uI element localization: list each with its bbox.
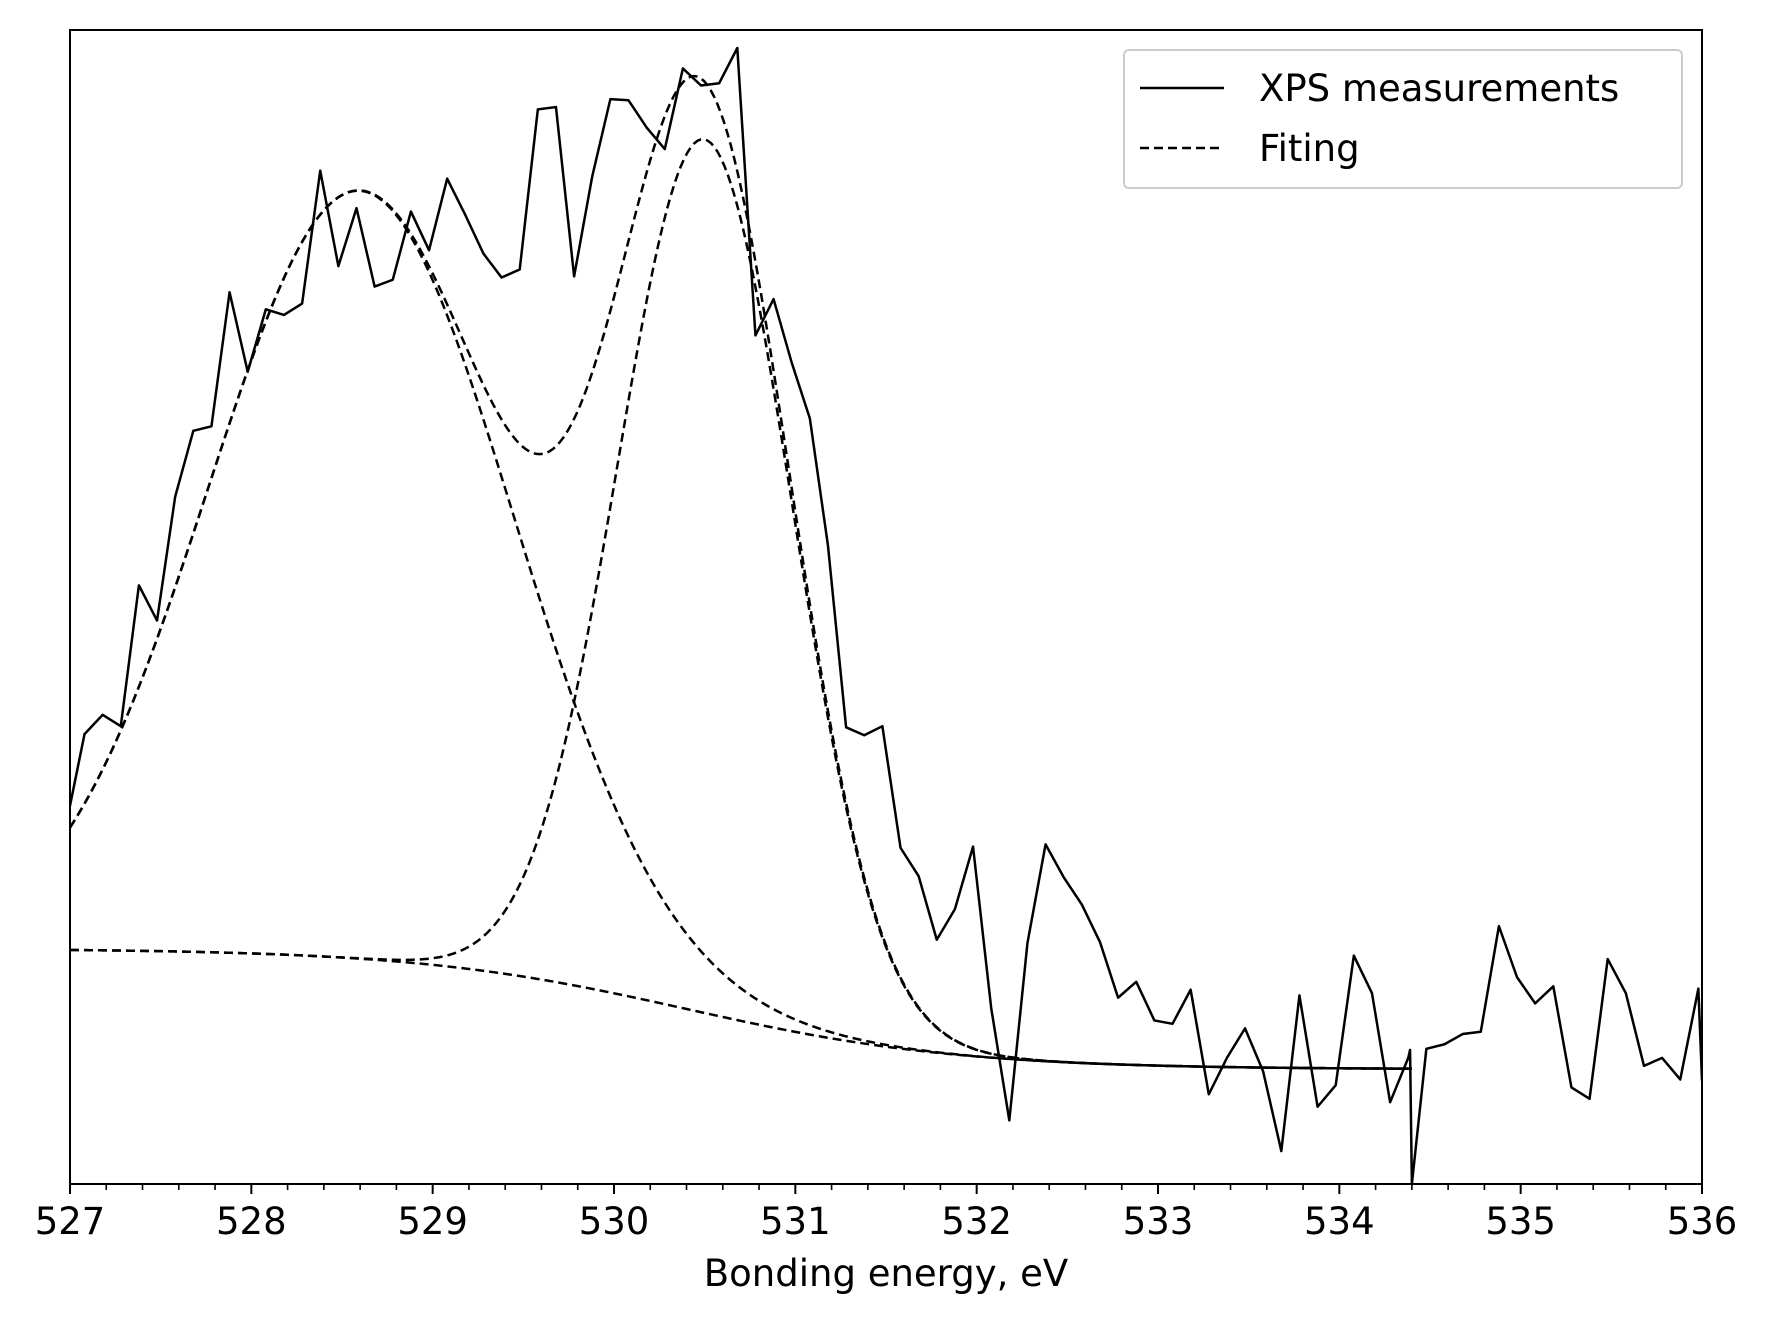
fit-envelope <box>70 74 1412 1070</box>
xps-measurements-line <box>70 46 1702 1184</box>
x-tick-label: 528 <box>216 1200 287 1243</box>
x-tick-label: 531 <box>760 1200 831 1243</box>
axes-frame <box>69 29 1703 1185</box>
x-tick-label: 529 <box>397 1200 468 1243</box>
data-series <box>70 46 1702 1184</box>
x-tick-label: 534 <box>1304 1200 1375 1243</box>
x-axis-ticks: 527 528 529 530 531 532 533 534 535 536 <box>35 1184 1738 1243</box>
legend-box <box>1123 49 1683 189</box>
x-tick-label: 536 <box>1667 1200 1738 1243</box>
fit-peak-1 <box>70 189 1412 1070</box>
fit-curves <box>70 74 1412 1070</box>
x-tick-label: 527 <box>35 1200 106 1243</box>
x-axis-label: Bonding energy, eV <box>704 1252 1068 1295</box>
plot-area <box>70 46 1702 1184</box>
x-tick-label: 532 <box>941 1200 1012 1243</box>
legend-label-xps-measurements: XPS measurements <box>1259 67 1619 110</box>
legend: XPS measurements Fiting <box>1123 49 1683 189</box>
x-tick-label: 535 <box>1485 1200 1556 1243</box>
x-tick-label: 530 <box>579 1200 650 1243</box>
x-tick-label: 533 <box>1123 1200 1194 1243</box>
legend-label-fitting: Fiting <box>1259 127 1360 170</box>
fit-peak-2 <box>70 138 1412 1070</box>
